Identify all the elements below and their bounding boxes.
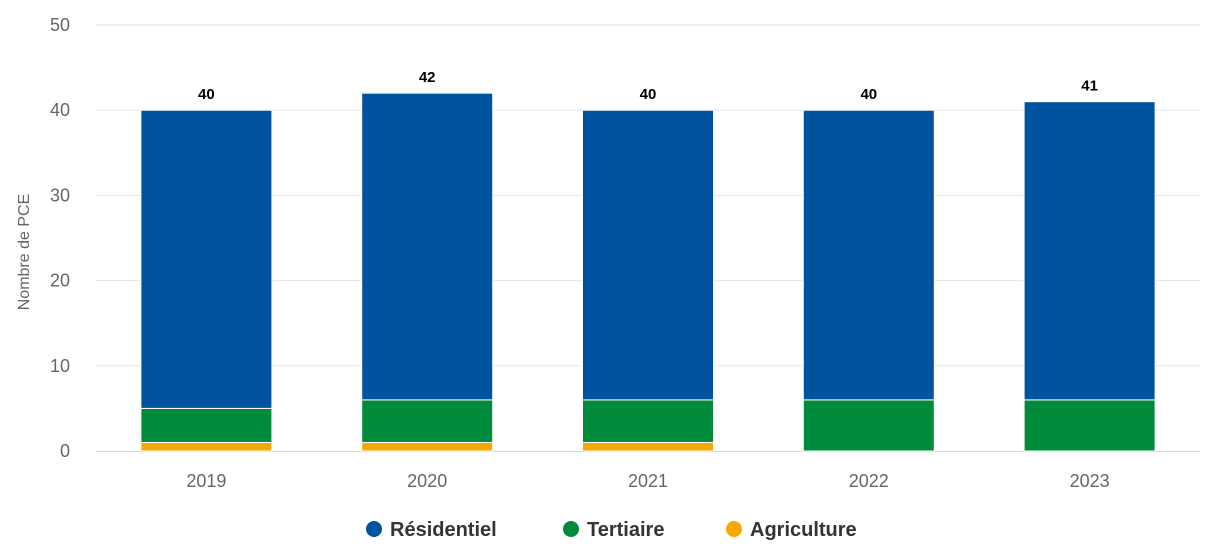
y-axis-title: Nombre de PCE	[16, 194, 33, 311]
legend-marker	[563, 521, 579, 537]
legend-label: Agriculture	[750, 519, 857, 541]
legend-item-tertiaire[interactable]: Tertiaire	[563, 519, 664, 541]
legend-item-r-sidentiel[interactable]: Résidentiel	[366, 519, 497, 541]
x-axis-ticks: 2019 2020 2021 2022 2023	[186, 471, 1109, 491]
x-tick-label: 2019	[186, 471, 226, 491]
bar-segment-r-sidentiel[interactable]	[582, 109, 714, 401]
y-tick-label: 30	[50, 185, 70, 205]
bar-segment-r-sidentiel[interactable]	[361, 92, 494, 401]
x-tick-label: 2022	[849, 471, 889, 491]
bar-segment-r-sidentiel[interactable]	[802, 109, 935, 401]
total-data-label: 40	[198, 86, 215, 103]
bar-segment-tertiaire[interactable]	[1023, 399, 1156, 452]
total-data-label: 41	[1081, 78, 1098, 95]
legend-item-agriculture[interactable]: Agriculture	[726, 519, 857, 541]
y-axis-ticks: 0 10 20 30 40 50	[50, 15, 70, 461]
bar-segment-tertiaire[interactable]	[802, 399, 935, 452]
bar-segment-agriculture[interactable]	[582, 441, 714, 452]
data-labels: 40 42 40 40 41	[198, 69, 1098, 103]
bar-segment-tertiaire[interactable]	[361, 399, 494, 443]
bar-segment-tertiaire[interactable]	[582, 399, 714, 443]
y-tick-label: 0	[60, 441, 70, 461]
bar-segment-r-sidentiel[interactable]	[140, 109, 273, 409]
bar-segment-r-sidentiel[interactable]	[1023, 101, 1156, 401]
bar-segment-agriculture[interactable]	[361, 441, 494, 452]
legend-label: Résidentiel	[390, 519, 497, 541]
legend: Résidentiel Tertiaire Agriculture	[366, 519, 857, 541]
total-data-label: 42	[419, 69, 436, 86]
y-tick-label: 10	[50, 356, 70, 376]
y-tick-label: 20	[50, 271, 70, 291]
legend-marker	[726, 521, 742, 537]
total-data-label: 40	[860, 86, 877, 103]
legend-label: Tertiaire	[587, 519, 664, 541]
bar-segment-tertiaire[interactable]	[140, 407, 273, 443]
y-tick-label: 40	[50, 100, 70, 120]
total-data-label: 40	[640, 86, 657, 103]
legend-marker	[366, 521, 382, 537]
bar-segment-agriculture[interactable]	[140, 441, 273, 452]
x-tick-label: 2023	[1070, 471, 1110, 491]
bars	[140, 92, 1156, 452]
x-tick-label: 2020	[407, 471, 447, 491]
y-tick-label: 50	[50, 15, 70, 35]
x-tick-label: 2021	[628, 471, 668, 491]
